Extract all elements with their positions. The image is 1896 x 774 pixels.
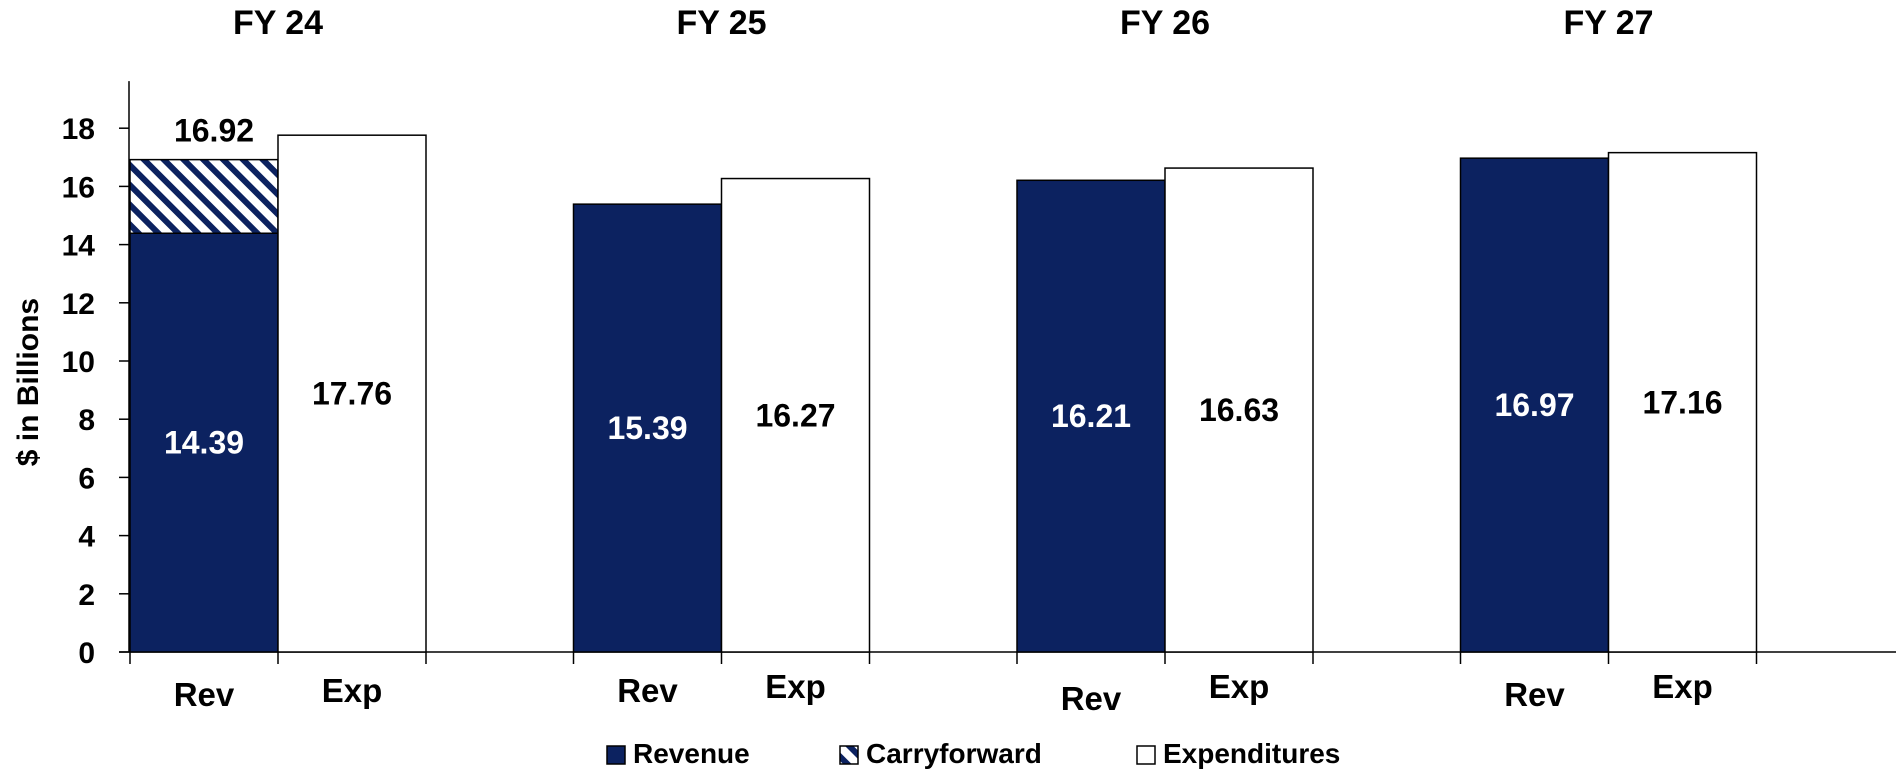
carryforward-bar [129, 158, 279, 235]
legend-label: Carryforward [866, 738, 1042, 769]
category-label: Exp [322, 672, 383, 709]
group-title: FY 26 [1120, 4, 1210, 42]
y-tick-label: 8 [78, 404, 95, 437]
data-label: 16.63 [1199, 392, 1279, 428]
data-label: 16.97 [1494, 387, 1574, 423]
expenditures-bar [277, 134, 427, 653]
expenditures-bar [1164, 167, 1314, 653]
y-tick-label: 18 [62, 113, 95, 146]
category-label: Exp [765, 668, 826, 705]
category-label: Rev [1504, 676, 1565, 713]
revenue-bar [1016, 179, 1166, 653]
category-label: Exp [1209, 668, 1270, 705]
legend-swatch [839, 745, 859, 765]
revenue-bar [129, 232, 279, 653]
y-tick-label: 16 [62, 171, 95, 204]
group-title: FY 27 [1563, 4, 1653, 42]
data-label: 16.21 [1051, 398, 1131, 434]
y-tick-label: 6 [78, 462, 95, 495]
group-title: FY 25 [676, 4, 766, 42]
data-label: 17.16 [1642, 384, 1722, 420]
legend-label: Revenue [633, 738, 750, 769]
y-tick-label: 14 [62, 230, 96, 263]
expenditures-bar [1607, 151, 1758, 653]
labels: FY 24 14.39 16.92 Rev 17.76 Exp FY 25 15.39 Rev 1… [164, 4, 1723, 717]
category-label: Rev [617, 672, 678, 709]
revenue-bar [572, 203, 723, 653]
data-label: 17.76 [312, 376, 392, 412]
y-tick-label: 0 [78, 637, 95, 670]
expenditures-bar [720, 177, 871, 653]
category-label: Rev [1061, 680, 1122, 717]
category-label: Exp [1652, 668, 1713, 705]
data-label: 15.39 [607, 410, 687, 446]
bars [129, 134, 1758, 653]
data-label: 16.27 [755, 397, 835, 433]
legend: Revenue Carryforward Expenditures [606, 738, 1340, 769]
y-tick-label: 2 [78, 579, 95, 612]
legend-label: Expenditures [1163, 738, 1340, 769]
legend-swatch [1136, 745, 1156, 765]
y-tick-label: 10 [62, 346, 95, 379]
legend-swatch [606, 745, 626, 765]
data-label: 14.39 [164, 425, 244, 461]
revenue-bar [1459, 157, 1610, 653]
total-label: 16.92 [174, 113, 254, 149]
category-label: Rev [174, 676, 235, 713]
group-title: FY 24 [233, 4, 323, 42]
y-axis-title: $ in Billions [12, 298, 45, 466]
y-tick-label: 12 [62, 288, 95, 321]
y-tick-label: 4 [78, 521, 95, 554]
